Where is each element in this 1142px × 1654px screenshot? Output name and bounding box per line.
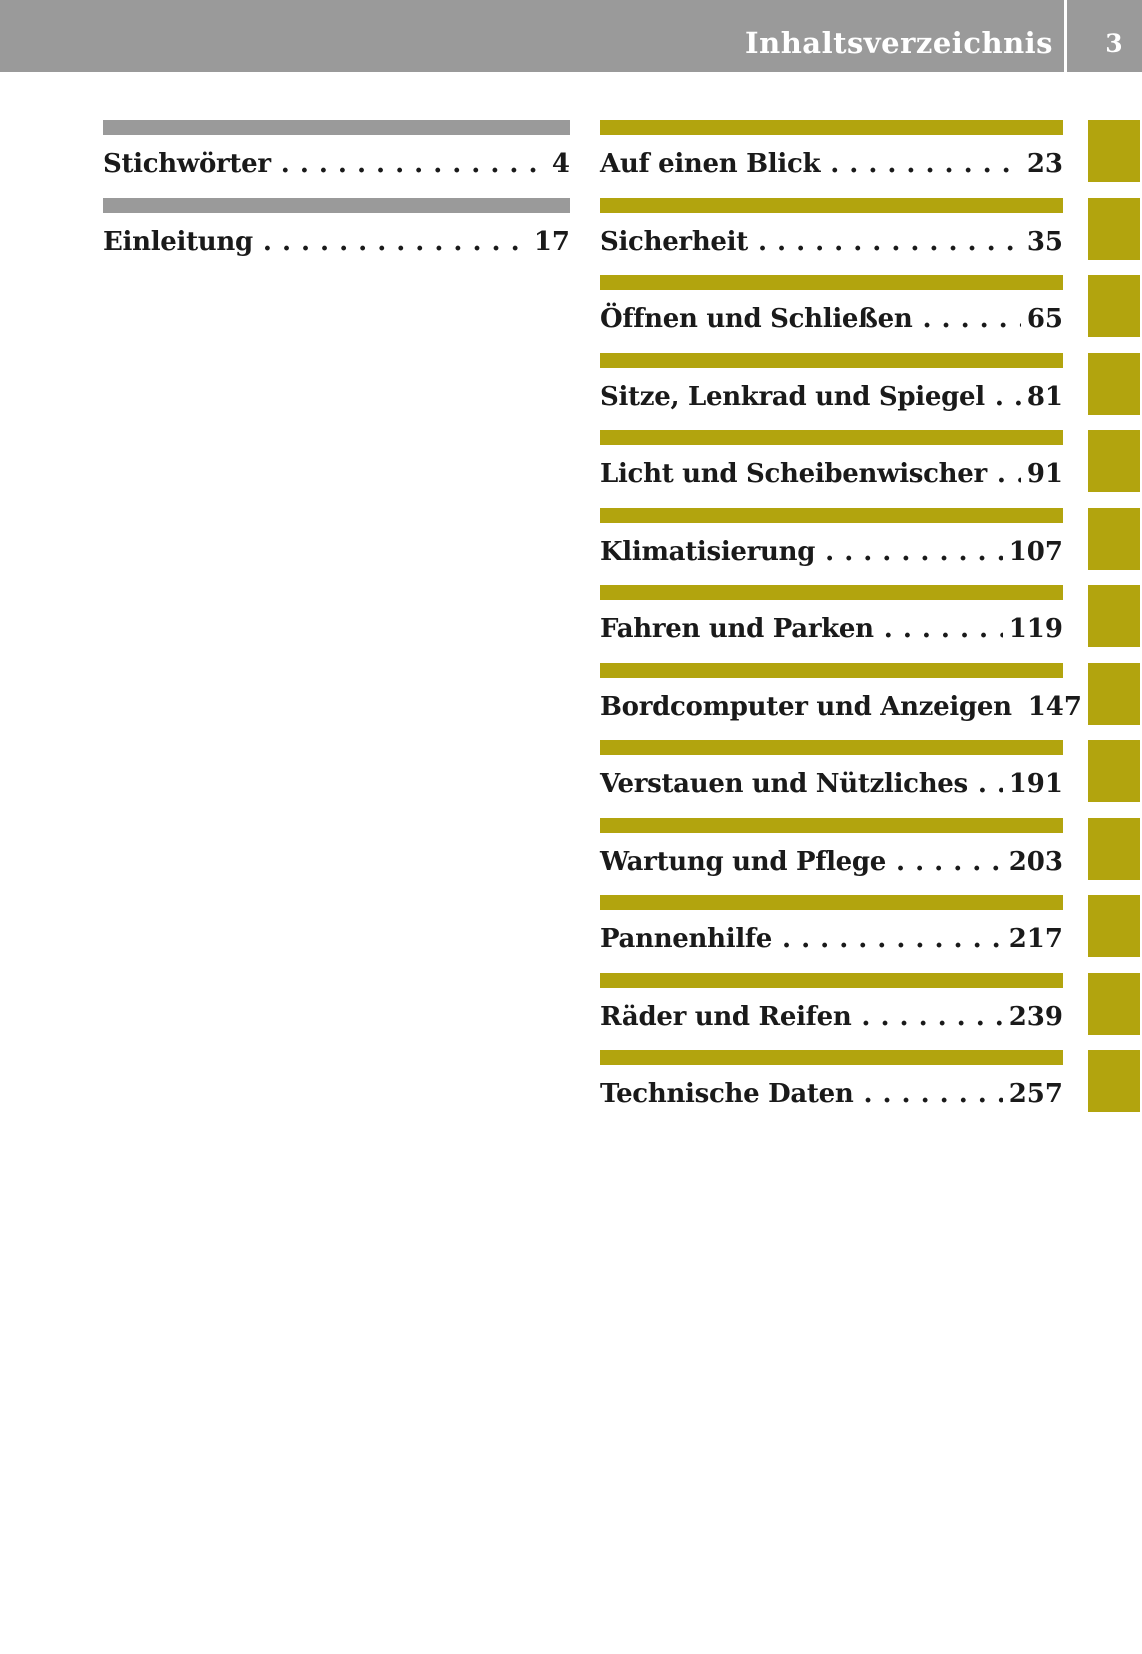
entry-dot-leader: ........................................… [922,304,1020,334]
entry-top-bar [600,507,1063,523]
entry-dot-leader: ........................................… [830,149,1021,179]
toc-entry: Technische Daten .......................… [600,1050,1063,1128]
entry-page-number: 257 [1008,1079,1063,1109]
entry-label: Fahren und Parken [600,614,874,644]
entry-dot-leader: ........................................… [825,536,1003,567]
entry-page-number: 81 [1026,381,1063,412]
entry-label: Technische Daten [600,1079,854,1109]
entry-label: Wartung und Pflege [600,846,887,877]
entry-label: Öffnen und Schließen [600,304,913,334]
entry-page-number: 119 [1008,614,1063,644]
entry-dot-leader: ........................................… [994,381,1021,412]
entry-page-number: 17 [533,226,570,257]
entry-label: Stichwörter [103,149,271,179]
entry-top-bar [600,1050,1063,1065]
toc-entry: Öffnen und Schließen ...................… [600,275,1063,353]
chapter-tab [1088,352,1140,415]
entry-top-bar [600,972,1063,988]
entry-page-number: 4 [551,149,570,179]
entry-top-bar [600,430,1063,445]
entry-top-bar [600,740,1063,755]
page-header: Inhaltsverzeichnis 3 [0,0,1142,72]
chapter-tab [1088,1050,1140,1112]
entry-top-bar [600,585,1063,600]
toc-entry: Räder und Reifen .......................… [600,972,1063,1051]
entry-top-bar [600,197,1063,213]
entry-page-number: 191 [1008,769,1063,799]
chapter-tab [1088,895,1140,957]
entry-dot-leader: ........................................… [977,769,1003,799]
toc-entry: Sicherheit .............................… [600,197,1063,276]
entry-dot-leader: ........................................… [280,149,546,179]
entry-dot-leader: ........................................… [861,1001,1002,1032]
entry-top-bar [600,817,1063,833]
entry-label: Sitze, Lenkrad und Spiegel [600,381,985,412]
chapter-tab [1088,275,1140,337]
entry-page-number: 23 [1026,149,1063,179]
entry-page-number: 217 [1008,924,1063,954]
chapter-tab [1088,740,1140,802]
toc-entry: Verstauen und Nützliches ...............… [600,740,1063,818]
toc-entry: Licht und Scheibenwischer ..............… [600,430,1063,508]
chapter-tab [1088,120,1140,182]
entry-label: Einleitung [103,226,253,257]
toc-entry: Bordcomputer und Anzeigen ..............… [600,662,1082,741]
toc-entry: Sitze, Lenkrad und Spiegel .............… [600,352,1063,431]
entry-label: Auf einen Blick [600,149,821,179]
entry-page-number: 203 [1008,846,1063,877]
entry-label: Sicherheit [600,226,748,257]
header-divider [1064,0,1067,72]
entry-page-number: 91 [1026,459,1063,489]
toc-entry: Einleitung .............................… [103,197,570,276]
entry-dot-leader: ........................................… [996,459,1021,489]
toc-entry: Wartung und Pflege .....................… [600,817,1063,896]
chapter-tab [1088,430,1140,492]
entry-top-bar [600,120,1063,135]
entry-page-number: 239 [1008,1001,1063,1032]
chapter-tab [1088,817,1140,880]
entry-label: Pannenhilfe [600,924,773,954]
entry-label: Licht und Scheibenwischer [600,459,987,489]
entry-top-bar [103,120,570,135]
chapter-tab-strip [1088,120,1140,1128]
entry-top-bar [600,895,1063,910]
entry-top-bar [103,197,570,213]
chapter-tab [1088,972,1140,1035]
index-column: Stichwörter ............................… [103,120,570,275]
entry-dot-leader: ........................................… [782,924,1003,954]
toc-entry: Fahren und Parken ......................… [600,585,1063,663]
entry-dot-leader: ........................................… [896,846,1003,877]
entry-top-bar [600,352,1063,368]
entry-top-bar [600,275,1063,290]
entry-top-bar [600,662,1063,678]
toc-entry: Stichwörter ............................… [103,120,570,198]
entry-page-number: 65 [1026,304,1063,334]
entry-dot-leader: ........................................… [262,226,528,257]
toc-entry: Pannenhilfe ............................… [600,895,1063,973]
entry-label: Bordcomputer und Anzeigen [600,691,1012,722]
chapters-column: Auf einen Blick ........................… [600,120,1082,1128]
entry-dot-leader: ........................................… [863,1079,1002,1109]
entry-label: Klimatisierung [600,536,816,567]
page-title: Inhaltsverzeichnis [745,26,1053,60]
chapter-tab [1088,507,1140,570]
entry-dot-leader: ........................................… [883,614,1003,644]
entry-label: Räder und Reifen [600,1001,852,1032]
chapter-tab [1088,197,1140,260]
entry-label: Verstauen und Nützliches [600,769,968,799]
toc-entry: Auf einen Blick ........................… [600,120,1063,198]
entry-page-number: 35 [1026,226,1063,257]
chapter-tab [1088,662,1140,725]
header-page-number: 3 [1105,28,1123,58]
toc-entry: Klimatisierung .........................… [600,507,1063,586]
entry-dot-leader: ........................................… [757,226,1021,257]
chapter-tab [1088,585,1140,647]
entry-page-number: 107 [1008,536,1063,567]
entry-page-number: 147 [1027,691,1082,722]
